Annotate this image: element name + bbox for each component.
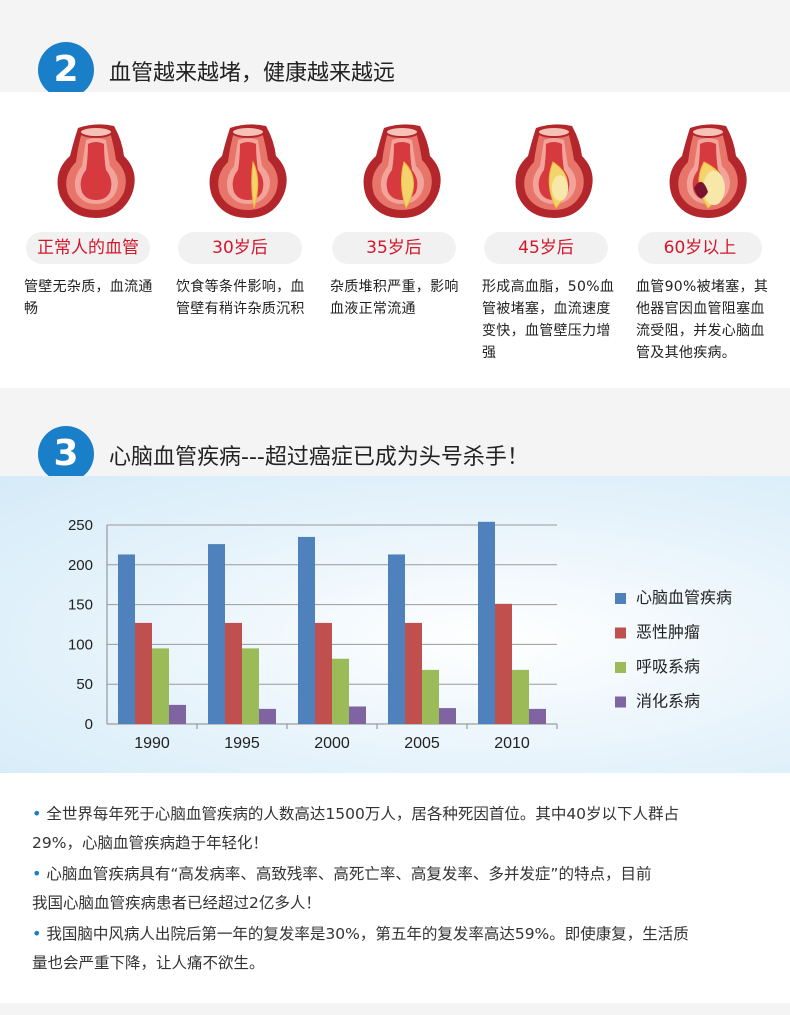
y-tick-label: 150 <box>68 597 93 614</box>
x-tick-label: 1990 <box>134 735 170 752</box>
blood-vessel-icon <box>57 124 135 218</box>
bullet-dot-icon: • <box>32 804 42 823</box>
y-tick-label: 100 <box>68 636 93 653</box>
stage-label: 30岁后 <box>178 232 302 264</box>
legend-label: 心脑血管疾病 <box>636 588 732 607</box>
stage-description: 管壁无杂质，血流通畅 <box>24 279 153 317</box>
y-tick-label: 0 <box>85 716 93 733</box>
fact-paragraph: • 我国脑中风病人出院后第一年的复发率是30%，第五年的复发率高达59%。即使康… <box>32 919 732 978</box>
bar <box>439 708 456 724</box>
x-tick-label: 1995 <box>224 735 260 752</box>
legend-swatch <box>615 593 626 604</box>
stage-description: 饮食等条件影响，血管壁有稍许杂质沉积 <box>176 279 305 317</box>
bullet-dot-icon: • <box>32 864 42 883</box>
bar <box>242 648 259 724</box>
section-title: 心脑血管疾病---超过癌症已成为头号杀手！ <box>109 445 529 470</box>
vessel-stages-panel: 正常人的血管 管壁无杂质，血流通畅 30岁后 饮食等条件影响，血管壁有稍许杂质沉… <box>0 92 790 388</box>
stage-label: 35岁后 <box>332 232 456 264</box>
section-number-badge: 2 <box>38 42 94 98</box>
bar <box>349 706 366 724</box>
fact-paragraph: • 全世界每年死于心脑血管疾病的人数高达1500万人，居各种死因首位。其中40岁… <box>32 799 732 858</box>
y-tick-label: 200 <box>68 557 93 574</box>
bar <box>529 708 546 724</box>
fact-line: 我国脑中风病人出院后第一年的复发率是30%，第五年的复发率高达59%。即使康复，… <box>46 925 689 943</box>
x-tick-label: 2010 <box>494 735 530 752</box>
bar <box>169 704 186 724</box>
stage-description: 血管90%被堵塞，其他器官因血管阻塞血流受阻，并发心脑血管及其他疾病。 <box>636 279 769 361</box>
bar <box>259 708 276 724</box>
legend-label: 消化系病 <box>636 692 700 711</box>
section-title: 血管越来越堵，健康越来越远 <box>109 61 396 86</box>
bar <box>298 536 315 724</box>
chart-panel: 0 50 100 150 200 250 1990 1995 2000 2005 2010 心脑血管疾… <box>0 476 790 773</box>
x-tick-label: 2005 <box>404 735 440 752</box>
bullet-dot-icon: • <box>32 924 42 943</box>
legend-swatch <box>615 662 626 673</box>
blood-vessel-icon <box>209 124 287 218</box>
legend-swatch <box>615 696 626 708</box>
bar <box>422 669 439 724</box>
x-tick-label: 2000 <box>314 735 350 752</box>
legend-label: 恶性肿瘤 <box>636 623 700 642</box>
section-3-header: 3 心脑血管疾病---超过癌症已成为头号杀手！ <box>0 388 790 482</box>
fact-line: 29%，心脑血管疾病趋于年轻化！ <box>32 834 268 852</box>
blood-vessel-icon <box>669 124 747 218</box>
fact-line: 全世界每年死于心脑血管疾病的人数高达1500万人，居各种死因首位。其中40岁以下… <box>46 805 680 823</box>
bar <box>405 622 422 724</box>
bar <box>118 554 135 724</box>
y-tick-label: 50 <box>76 676 93 693</box>
bar <box>388 554 405 724</box>
facts-panel: • 全世界每年死于心脑血管疾病的人数高达1500万人，居各种死因首位。其中40岁… <box>0 773 790 1003</box>
bar <box>208 544 225 724</box>
fact-line: 我国心脑血管疾病患者已经超过2亿多人！ <box>32 894 321 912</box>
bar <box>315 622 332 724</box>
y-tick-label: 250 <box>68 517 93 534</box>
bar <box>512 669 529 724</box>
stage-label: 正常人的血管 <box>26 232 150 264</box>
bar <box>478 521 495 724</box>
bar-chart: 0 50 100 150 200 250 1990 1995 2000 2005 2010 心脑血管疾… <box>68 517 732 752</box>
stage-label: 45岁后 <box>484 232 608 264</box>
legend-label: 呼吸系病 <box>636 657 700 676</box>
legend-swatch <box>615 627 626 639</box>
fact-paragraph: • 心脑血管疾病具有“高发病率、高致残率、高死亡率、高复发率、多并发症”的特点，… <box>32 859 732 918</box>
section-2-header: 2 血管越来越堵，健康越来越远 <box>0 0 790 98</box>
stage-label: 60岁以上 <box>638 232 762 264</box>
bar <box>152 648 169 724</box>
bar <box>225 622 242 724</box>
fact-line: 心脑血管疾病具有“高发病率、高致残率、高死亡率、高复发率、多并发症”的特点，目前 <box>46 865 652 883</box>
stage-description: 杂质堆积严重，影响血液正常流通 <box>330 279 459 317</box>
stage-description: 形成高血脂，50%血管被堵塞，血流速度变快，血管壁压力增强 <box>482 279 615 361</box>
bar <box>495 603 512 724</box>
fact-line: 量也会严重下降，让人痛不欲生。 <box>32 954 265 972</box>
blood-vessel-icon <box>363 124 441 218</box>
bar <box>332 658 349 724</box>
bar <box>135 622 152 724</box>
blood-vessel-icon <box>515 124 593 218</box>
section-number-badge: 3 <box>38 426 94 482</box>
